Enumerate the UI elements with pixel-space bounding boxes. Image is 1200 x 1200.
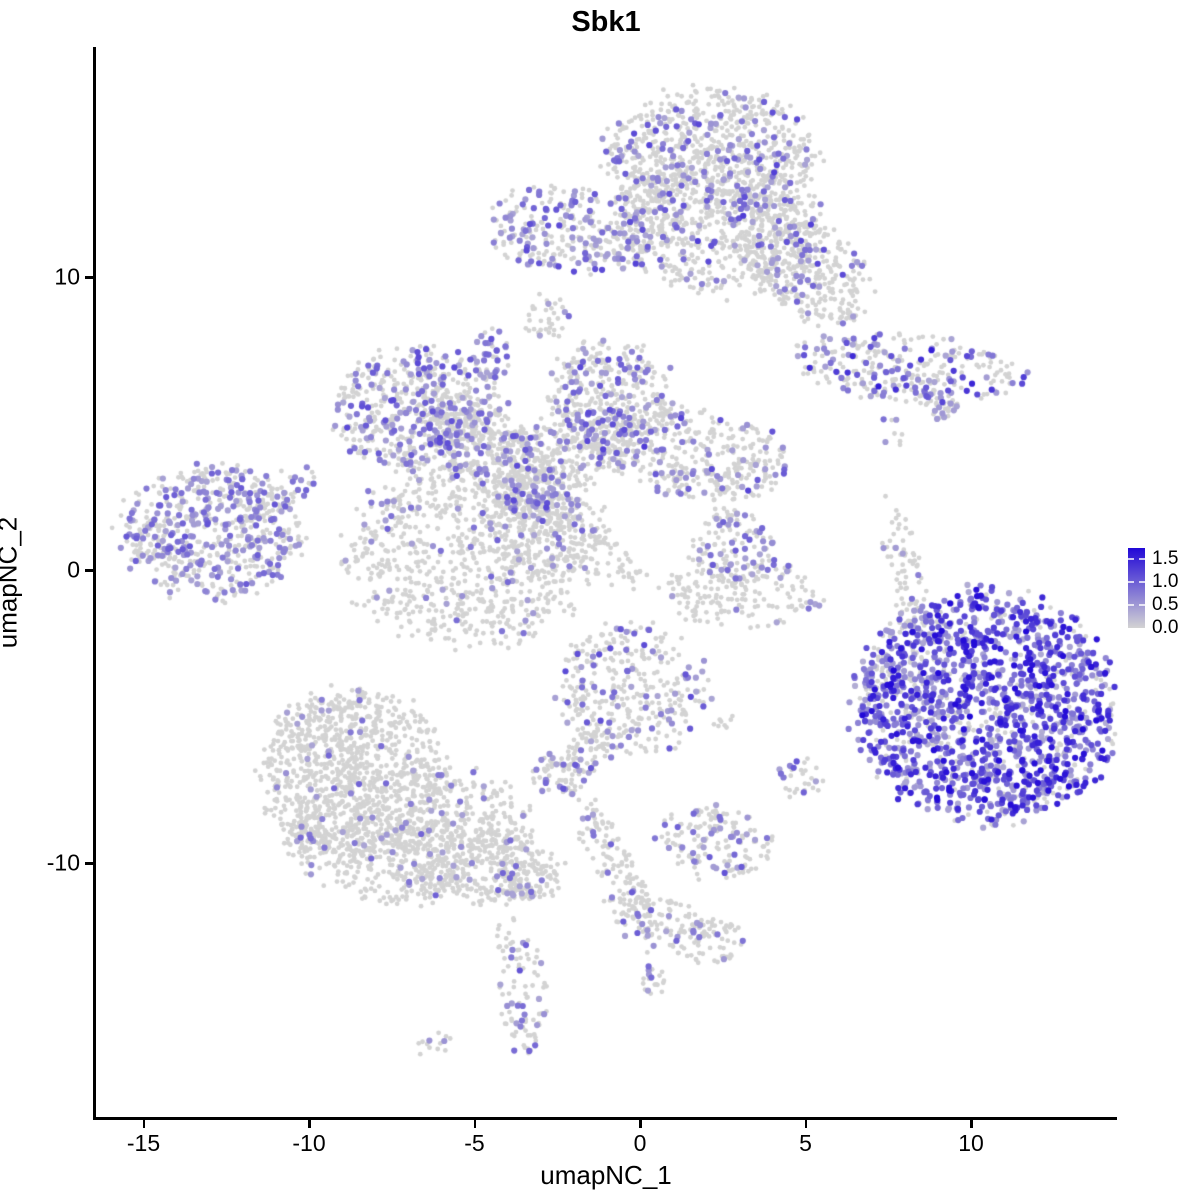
legend-bar-tick <box>1128 581 1134 584</box>
x-axis-tick <box>639 1120 642 1128</box>
legend-label: 1.5 <box>1152 548 1179 570</box>
y-axis-tick <box>85 862 93 865</box>
x-tick-label: -5 <box>464 1130 485 1156</box>
x-tick-label: 0 <box>633 1130 647 1156</box>
x-axis-tick <box>142 1120 145 1128</box>
x-axis-tick <box>970 1120 973 1128</box>
y-tick-label: 0 <box>67 556 80 583</box>
legend-bar-tick <box>1139 604 1145 607</box>
x-tick-label: 10 <box>958 1130 984 1156</box>
x-tick-label: -15 <box>126 1130 161 1156</box>
y-tick-label: 10 <box>54 263 80 290</box>
legend-label: 0.0 <box>1152 617 1179 638</box>
legend-gradient-bar <box>1128 548 1145 628</box>
x-axis-title: umapNC_1 <box>540 1160 672 1190</box>
x-axis-tick <box>804 1120 807 1128</box>
x-tick-label: 5 <box>799 1130 812 1156</box>
legend-bar-tick <box>1139 581 1145 584</box>
x-tick-label: -10 <box>292 1130 326 1156</box>
plot-title: Sbk1 <box>571 6 641 38</box>
legend-bar-tick <box>1128 558 1134 561</box>
y-axis-tick <box>85 276 93 279</box>
x-axis-line <box>93 1117 1117 1120</box>
legend-bar-tick <box>1128 604 1134 607</box>
legend-label: 0.5 <box>1152 594 1179 616</box>
y-axis-tick <box>85 569 93 572</box>
y-tick-label: -10 <box>46 849 80 876</box>
y-axis-line <box>93 47 96 1120</box>
y-axis-title: umapNC_2 <box>0 516 23 648</box>
x-axis-tick <box>308 1120 311 1128</box>
x-axis-tick <box>473 1120 476 1128</box>
legend-label: 1.0 <box>1152 571 1179 593</box>
legend-bar-tick <box>1139 558 1145 561</box>
